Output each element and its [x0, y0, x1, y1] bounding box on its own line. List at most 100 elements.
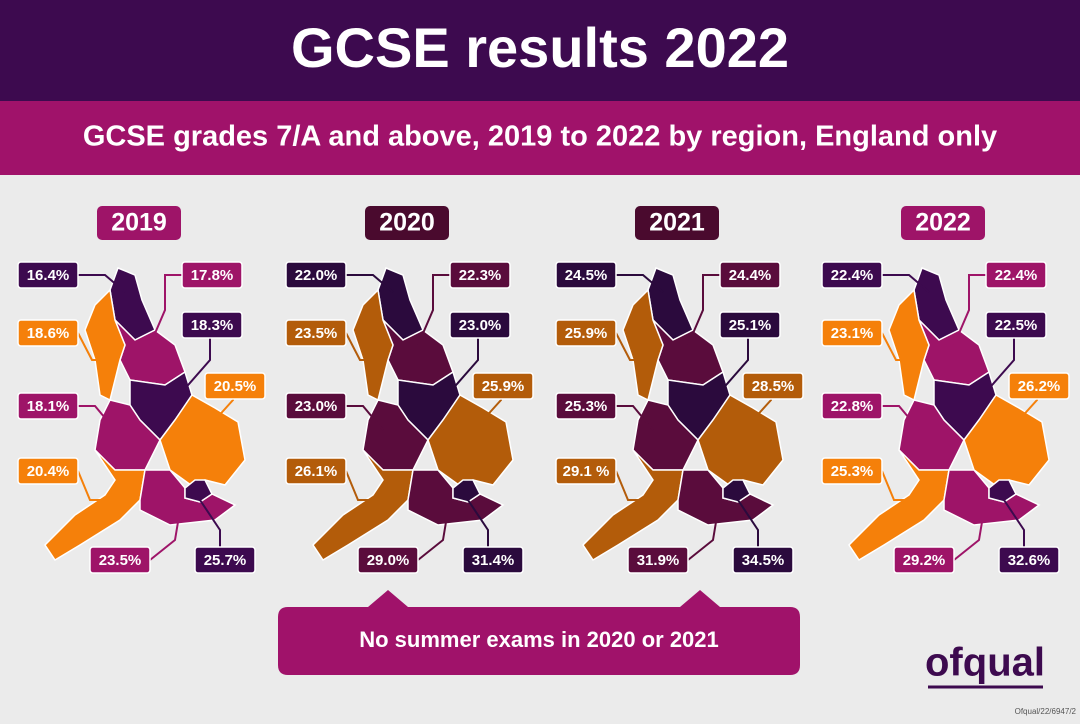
- leader-line: [149, 274, 182, 346]
- leader-line: [616, 274, 664, 293]
- note-callout: [278, 590, 800, 675]
- leader-line: [149, 509, 181, 561]
- region-value: 22.4%: [995, 267, 1038, 284]
- label-box: [985, 311, 1047, 339]
- label-box: [17, 457, 79, 485]
- note: No summer exams in 2020 or 2021: [359, 627, 719, 652]
- leader-line: [1003, 499, 1025, 547]
- label-box: [985, 261, 1047, 289]
- label-box: [181, 261, 243, 289]
- map: 2021 24.5% 24.4% 25.9% 25.1% 28.5% 25.3% 29.1 %…: [555, 206, 804, 574]
- region-value: 26.1%: [295, 463, 338, 480]
- label-box: [357, 546, 419, 574]
- leader-line: [881, 470, 914, 501]
- region-value: 20.4%: [27, 463, 70, 480]
- leader-line: [345, 332, 372, 361]
- region-value: 34.5%: [742, 552, 785, 569]
- leader-line: [77, 332, 104, 361]
- region-value: 20.5%: [214, 378, 257, 395]
- region-value: 17.8%: [191, 267, 234, 284]
- region-value: 25.1%: [729, 317, 772, 334]
- leader-line: [687, 509, 719, 561]
- year-pill: [365, 206, 449, 240]
- region: [312, 449, 414, 562]
- label-box: [555, 261, 617, 289]
- label-box: [821, 261, 883, 289]
- region: [722, 479, 751, 503]
- leader-line: [953, 509, 985, 561]
- leader-line: [615, 332, 642, 361]
- region-value: 23.0%: [459, 317, 502, 334]
- region-value: 25.3%: [831, 463, 874, 480]
- region-value: 23.5%: [295, 325, 338, 342]
- region-value: 16.4%: [27, 267, 70, 284]
- leader-line: [953, 274, 986, 346]
- region-value: 25.9%: [482, 378, 525, 395]
- leader-line: [174, 338, 211, 401]
- region: [848, 449, 950, 562]
- year-pill: [635, 206, 719, 240]
- label-box: [555, 392, 617, 420]
- leader-line: [882, 274, 930, 293]
- leader-line: [881, 332, 908, 361]
- region-value: 18.6%: [27, 325, 70, 342]
- leader-line: [615, 470, 648, 501]
- region-value: 18.3%: [191, 317, 234, 334]
- leader-line: [417, 274, 450, 346]
- label-box: [555, 319, 617, 347]
- leader-line: [712, 338, 749, 401]
- region: [697, 394, 784, 489]
- region-value: 23.5%: [99, 552, 142, 569]
- region-value: 25.3%: [565, 398, 608, 415]
- label-box: [462, 546, 524, 574]
- logo: ofqual: [925, 641, 1045, 685]
- year: 2020: [379, 209, 435, 237]
- leader-line: [737, 499, 759, 547]
- year: 2019: [111, 209, 167, 237]
- region: [452, 479, 481, 503]
- region: [677, 469, 775, 526]
- title-band: [0, 0, 1080, 101]
- region-value: 22.5%: [995, 317, 1038, 334]
- region: [582, 449, 684, 562]
- region-value: 29.0%: [367, 552, 410, 569]
- region: [943, 469, 1041, 526]
- map: 2022 22.4% 22.4% 23.1% 22.5% 26.2% 22.8% 25.3% 2…: [821, 206, 1070, 574]
- title: GCSE results 2022: [291, 16, 789, 79]
- region: [622, 288, 664, 402]
- region-value: 22.8%: [831, 398, 874, 415]
- region-value: 25.9%: [565, 325, 608, 342]
- label-box: [17, 261, 79, 289]
- year: 2022: [915, 209, 971, 237]
- label-box: [719, 311, 781, 339]
- region: [352, 288, 394, 402]
- leader-line: [346, 274, 394, 293]
- leader-line: [199, 499, 221, 547]
- label-box: [742, 372, 804, 400]
- label-box: [449, 261, 511, 289]
- label-box: [821, 319, 883, 347]
- leader-line: [882, 405, 920, 431]
- leader-line: [345, 470, 378, 501]
- label-box: [285, 457, 347, 485]
- label-box: [627, 546, 689, 574]
- region-value: 23.1%: [831, 325, 874, 342]
- label-box: [285, 392, 347, 420]
- reference: Ofqual/22/6947/2: [1015, 707, 1077, 716]
- leader-line: [78, 274, 126, 293]
- region-value: 22.0%: [295, 267, 338, 284]
- year-pill: [97, 206, 181, 240]
- label-box: [732, 546, 794, 574]
- subtitle-band: [0, 101, 1080, 175]
- region-value: 31.9%: [637, 552, 680, 569]
- label-box: [204, 372, 266, 400]
- region: [159, 394, 246, 489]
- leader-line: [616, 405, 654, 431]
- region: [963, 394, 1050, 489]
- leader-line: [417, 509, 449, 561]
- label-box: [17, 319, 79, 347]
- region-value: 22.4%: [831, 267, 874, 284]
- region: [44, 449, 146, 562]
- region: [84, 288, 126, 402]
- region-value: 24.5%: [565, 267, 608, 284]
